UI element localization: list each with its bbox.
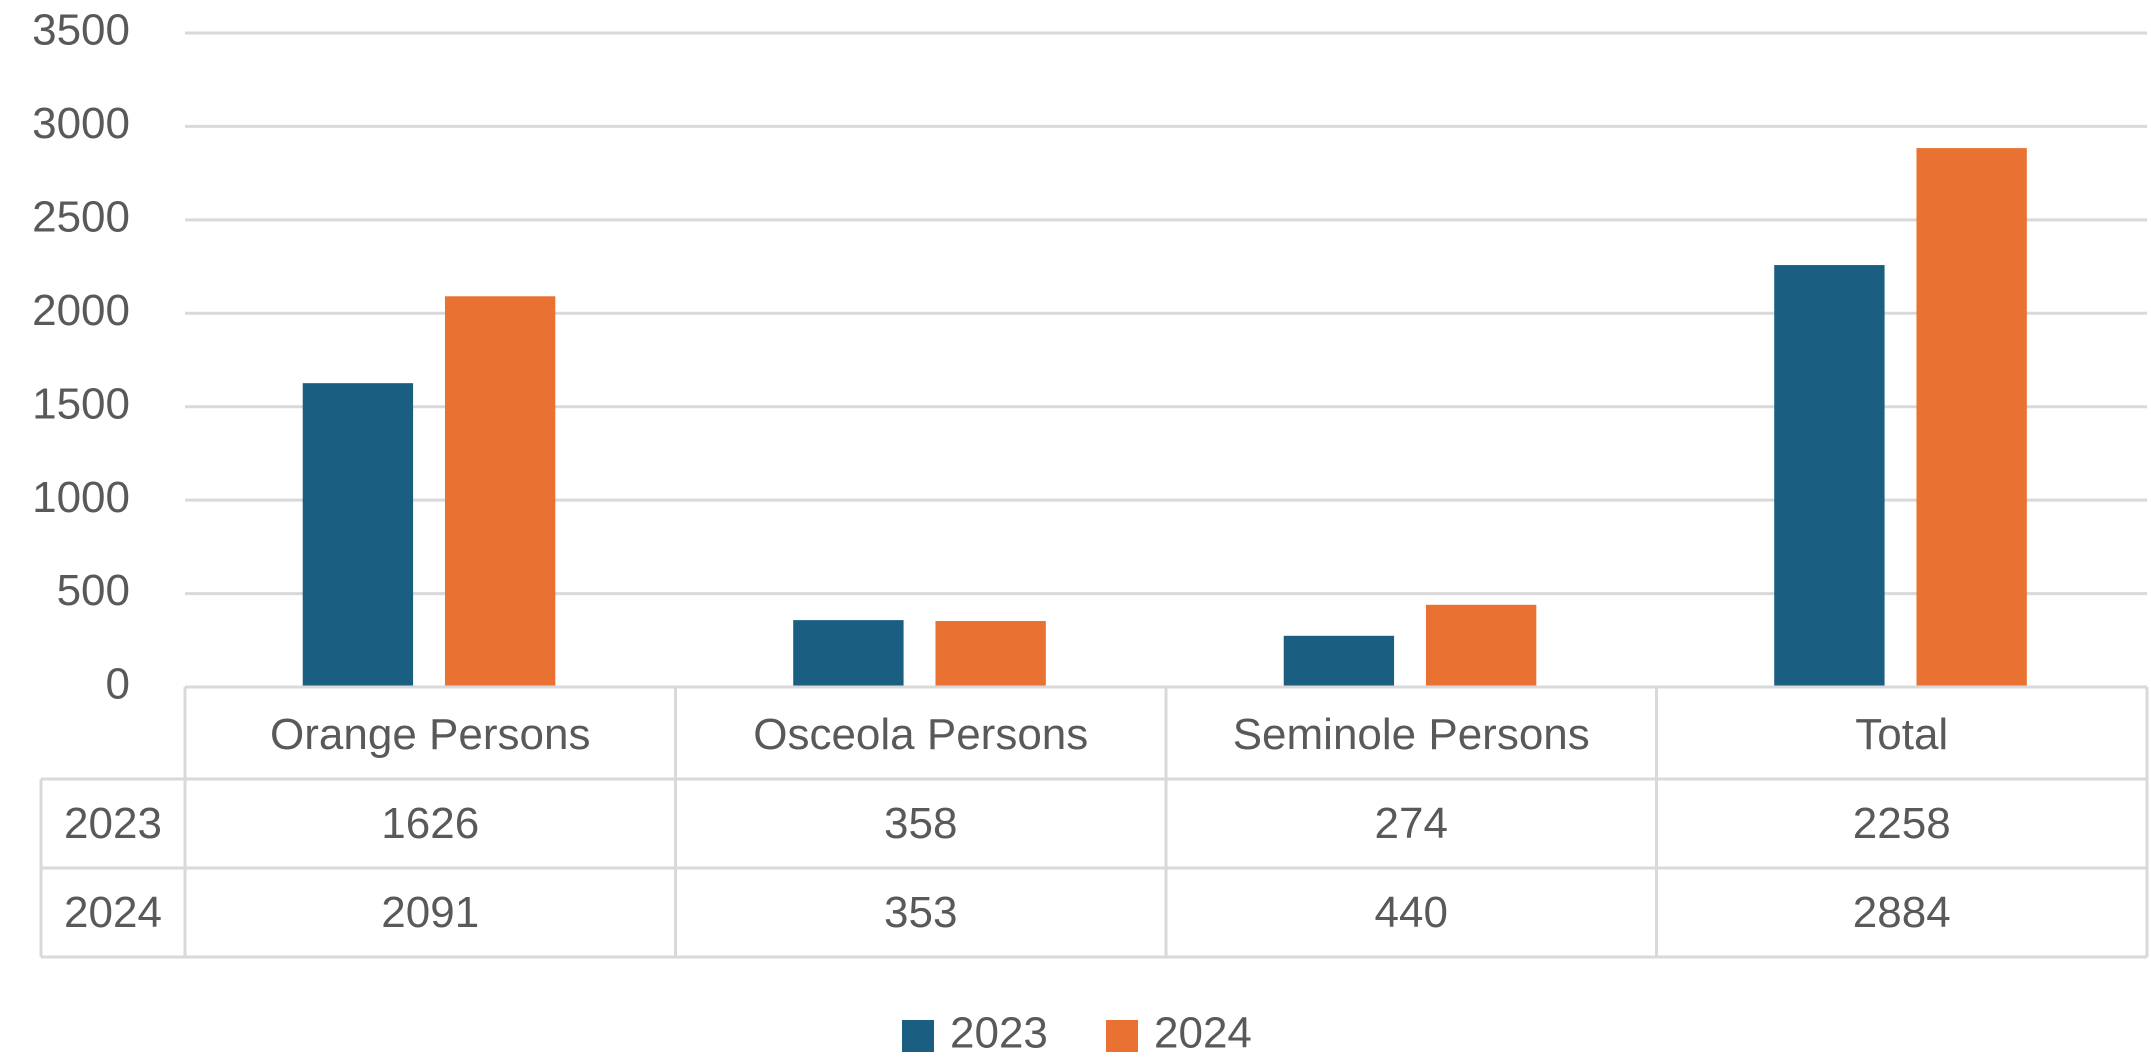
table-value: 2258 [1853,799,1951,848]
y-tick-label: 1000 [32,473,130,522]
table-value: 353 [884,888,957,937]
table-value: 1626 [381,799,479,848]
x-tick-label: Seminole Persons [1233,710,1590,759]
y-tick-label: 3500 [32,6,130,55]
table-row-label: 2023 [64,799,162,848]
y-tick-label: 500 [57,566,130,615]
x-tick-label: Osceola Persons [753,710,1088,759]
table-value: 358 [884,799,957,848]
legend-swatch [902,1020,934,1052]
y-tick-label: 2500 [32,192,130,241]
bar [1425,604,1537,687]
x-tick-label: Orange Persons [270,710,590,759]
table-row-label: 2024 [64,888,162,937]
table-value: 274 [1375,799,1448,848]
x-tick-label: Total [1855,710,1948,759]
table-value: 2884 [1853,888,1951,937]
bar [1774,265,1885,687]
bar [1283,635,1395,687]
y-tick-label: 0 [106,660,130,709]
y-tick-label: 1500 [32,379,130,428]
y-tick-label: 3000 [32,99,130,148]
legend-label: 2023 [950,1009,1048,1057]
bar [935,621,1046,687]
bar [1916,148,2027,687]
table-value: 440 [1375,888,1448,937]
table-value: 2091 [381,888,479,937]
bar [793,620,904,687]
legend-label: 2024 [1154,1009,1252,1057]
y-tick-label: 2000 [32,286,130,335]
legend-swatch [1106,1020,1138,1052]
bar [444,296,556,687]
bar [302,383,414,687]
